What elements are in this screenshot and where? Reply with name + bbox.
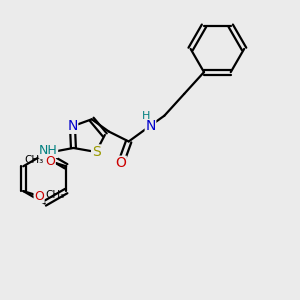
Text: N: N <box>145 118 156 133</box>
Text: S: S <box>92 145 100 159</box>
Text: O: O <box>45 155 55 168</box>
Text: CH₃: CH₃ <box>45 190 64 200</box>
Text: N: N <box>67 119 78 133</box>
Text: O: O <box>115 156 126 170</box>
Text: H: H <box>142 111 151 121</box>
Text: CH₃: CH₃ <box>25 155 44 165</box>
Text: O: O <box>34 190 44 202</box>
Text: NH: NH <box>39 144 58 158</box>
